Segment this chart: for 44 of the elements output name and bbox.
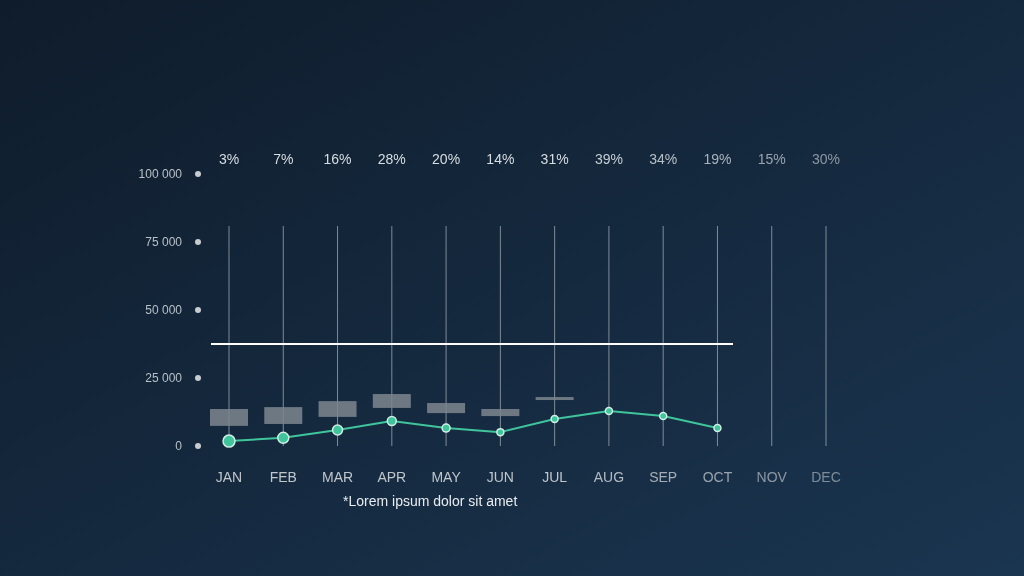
- x-tick-label: JAN: [215, 469, 243, 485]
- x-tick-label: MAY: [431, 469, 462, 485]
- bar: [372, 394, 411, 408]
- text: 3%: [218, 151, 240, 167]
- y-tick-label: 100 000: [138, 167, 183, 182]
- x-tick-label: AUG: [593, 469, 625, 485]
- point: [713, 423, 722, 433]
- text: 15%: [757, 151, 786, 167]
- x-tick-label: JUL: [542, 469, 568, 485]
- text: 31%: [540, 151, 569, 167]
- bar: [481, 409, 520, 417]
- x-tick-label: APR: [377, 469, 407, 485]
- y-tick-label: 75 000: [145, 235, 183, 250]
- x-tick-label: MAR: [321, 469, 354, 485]
- x-tick-label: SEP: [649, 469, 678, 485]
- y-tick-label: 25 000: [145, 371, 183, 386]
- point: [658, 411, 668, 421]
- text: *Lorem ipsum dolor sit amet: [343, 493, 518, 509]
- bar: [264, 407, 303, 424]
- point: [441, 423, 451, 433]
- x-tick-label: OCT: [702, 469, 733, 485]
- point: [604, 406, 614, 416]
- bar: [535, 397, 574, 401]
- text: 30%: [811, 151, 841, 167]
- x-tick-label: JUN: [486, 469, 514, 485]
- point: [496, 427, 505, 437]
- text: 28%: [377, 151, 406, 167]
- text: 19%: [703, 151, 732, 167]
- text: 39%: [594, 151, 623, 167]
- point: [550, 414, 559, 424]
- text: 7%: [273, 151, 294, 167]
- text: 34%: [649, 151, 678, 167]
- y-tick-label: 50 000: [145, 303, 183, 318]
- y-tick-label: 0: [175, 439, 183, 454]
- x-tick-label: FEB: [269, 469, 297, 485]
- text: 16%: [323, 151, 352, 167]
- x-tick-label: NOV: [756, 469, 788, 485]
- text: 14%: [486, 151, 515, 167]
- x-tick-label: DEC: [811, 469, 841, 485]
- text: 20%: [432, 151, 461, 167]
- bar: [210, 409, 248, 426]
- point: [386, 415, 398, 427]
- bar: [427, 403, 466, 414]
- bar: [318, 401, 357, 417]
